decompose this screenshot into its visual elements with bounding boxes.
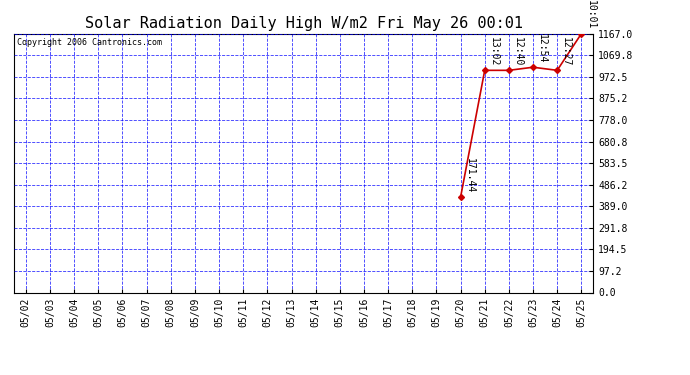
Text: 12:54: 12:54 [538, 34, 547, 63]
Title: Solar Radiation Daily High W/m2 Fri May 26 00:01: Solar Radiation Daily High W/m2 Fri May … [85, 16, 522, 31]
Text: Copyright 2006 Cantronics.com: Copyright 2006 Cantronics.com [17, 38, 161, 46]
Text: 13:02: 13:02 [489, 37, 499, 66]
Text: 10:01: 10:01 [586, 0, 595, 30]
Text: 12:40: 12:40 [513, 37, 523, 66]
Text: 171.44: 171.44 [465, 158, 475, 193]
Text: 12:27: 12:27 [562, 37, 571, 66]
